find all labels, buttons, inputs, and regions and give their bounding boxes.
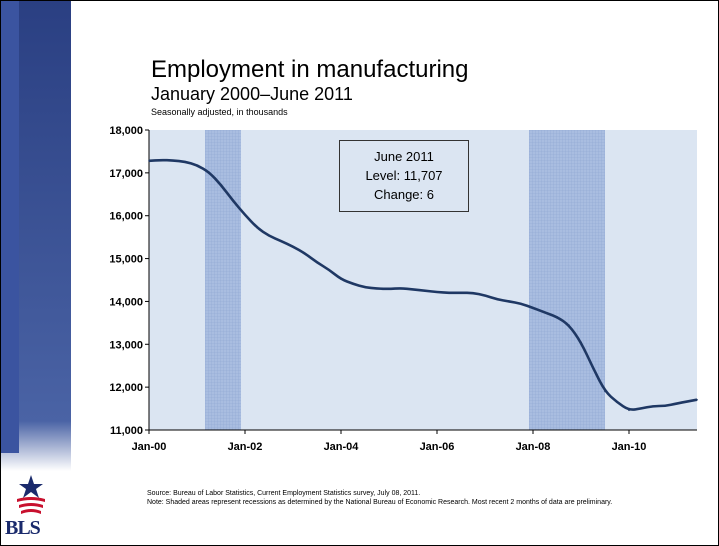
- source-note: Source: Bureau of Labor Statistics, Curr…: [147, 489, 687, 507]
- data-point: [148, 160, 150, 162]
- data-point: [340, 278, 342, 280]
- chart-title: Employment in manufacturing: [151, 56, 469, 83]
- data-point: [208, 171, 210, 173]
- data-point: [424, 289, 426, 292]
- data-point: [652, 405, 654, 407]
- y-tick-label: 11,000: [110, 425, 143, 437]
- data-point: [316, 261, 318, 264]
- recession-band-2: [529, 130, 605, 430]
- x-tick-label: Jan-06: [420, 441, 455, 453]
- y-tick-label: 12,000: [109, 382, 143, 394]
- star-icon: [19, 475, 43, 498]
- y-tick-label: 18,000: [109, 125, 143, 137]
- data-point: [592, 367, 594, 369]
- data-point: [244, 214, 246, 216]
- x-tick-label: Jan-00: [132, 441, 167, 453]
- data-point: [484, 294, 486, 297]
- data-point: [520, 302, 522, 305]
- data-point: [184, 160, 186, 163]
- x-tick-label: Jan-04: [324, 441, 360, 453]
- data-point: [556, 316, 558, 318]
- y-tick-label: 14,000: [109, 296, 143, 308]
- note-text: Note: Shaded areas represent recessions …: [147, 499, 613, 506]
- x-tick-label: Jan-10: [612, 441, 647, 453]
- source-text: Source: Bureau of Labor Statistics, Curr…: [147, 490, 421, 497]
- data-point: [232, 199, 234, 202]
- chart-subtitle: January 2000–June 2011: [151, 84, 353, 104]
- data-point: [280, 240, 282, 242]
- y-tick-label: 17,000: [109, 168, 143, 180]
- y-tick-label: 15,000: [109, 254, 143, 266]
- chart-units: Seasonally adjusted, in thousands: [151, 107, 288, 117]
- bls-logo-text: BLS: [5, 517, 41, 539]
- data-point: [436, 291, 438, 293]
- data-point: [412, 288, 414, 291]
- data-point: [508, 300, 510, 303]
- y-tick-label: 13,000: [109, 339, 143, 351]
- data-point: [220, 184, 222, 186]
- data-point: [400, 287, 402, 289]
- x-tick-label: Jan-02: [228, 441, 263, 453]
- data-point: [256, 226, 258, 229]
- bls-logo: [17, 475, 45, 514]
- data-point: [580, 341, 582, 343]
- data-point: [676, 402, 678, 405]
- data-point: [472, 292, 474, 294]
- data-point: [696, 398, 698, 401]
- data-point: [196, 164, 198, 166]
- data-point: [496, 298, 498, 301]
- data-point: [448, 292, 450, 294]
- sidebar-band-inner: [1, 1, 19, 453]
- data-point: [568, 324, 570, 326]
- data-point: [640, 407, 642, 410]
- data-point: [460, 292, 462, 294]
- data-point: [664, 405, 666, 407]
- annotation-box: June 2011 Level: 11,707 Change: 6: [339, 140, 469, 212]
- flag-stripes-icon: [17, 497, 45, 514]
- data-point: [532, 307, 534, 309]
- annotation-line-level: Level: 11,707: [365, 168, 443, 183]
- data-point: [628, 409, 630, 412]
- data-point: [616, 401, 618, 403]
- data-point: [328, 268, 330, 271]
- annotation-line-date: June 2011: [374, 149, 434, 164]
- data-point: [544, 311, 546, 314]
- data-point: [292, 245, 294, 248]
- y-tick-label: 16,000: [109, 211, 143, 223]
- data-point: [388, 288, 390, 290]
- data-point: [364, 286, 366, 289]
- recession-band-1: [205, 130, 241, 430]
- data-point: [376, 287, 378, 290]
- data-point: [304, 252, 306, 255]
- x-tick-label: Jan-08: [516, 441, 551, 453]
- data-point: [172, 159, 174, 162]
- data-point: [352, 283, 354, 285]
- data-point: [268, 235, 270, 237]
- annotation-line-change: Change: 6: [374, 187, 434, 202]
- data-point: [160, 159, 162, 161]
- data-point: [604, 390, 606, 393]
